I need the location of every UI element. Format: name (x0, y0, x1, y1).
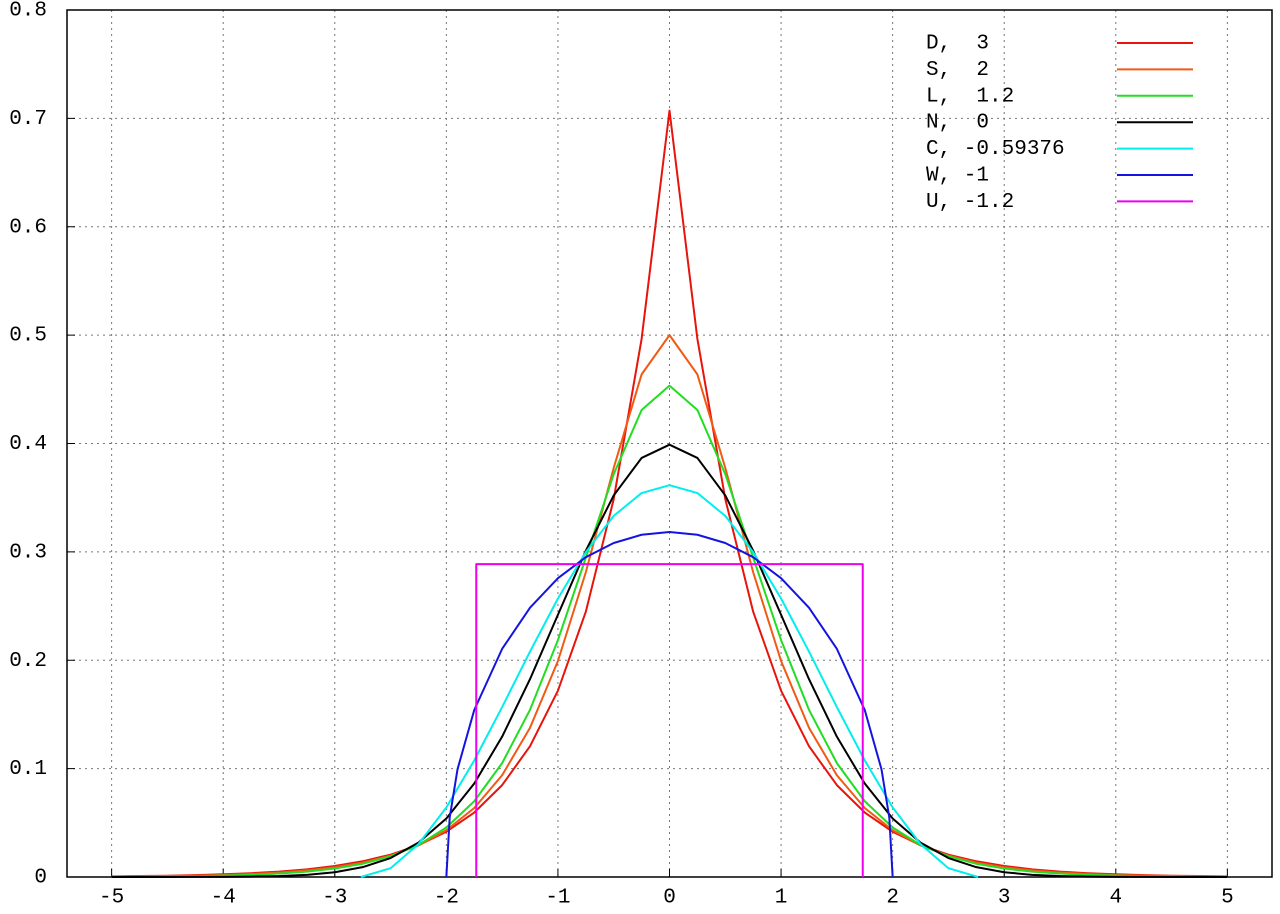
series-line (111, 443, 1228, 878)
y-tick-label: 0.1 (9, 758, 47, 781)
legend-label: L, 1.2 (926, 85, 1014, 108)
x-tick-label: -4 (211, 887, 236, 910)
series-line (111, 334, 1228, 878)
y-tick-label: 0.4 (9, 433, 47, 456)
legend-label: U, -1.2 (926, 191, 1014, 214)
y-tick-label: 0.3 (9, 541, 47, 564)
x-tick-label: -3 (322, 887, 347, 910)
y-tick-label: 0.5 (9, 325, 47, 348)
legend-label: W, -1 (926, 165, 989, 188)
x-tick-label: 0 (663, 887, 676, 910)
x-tick-label: -1 (545, 887, 570, 910)
y-tick-label: 0.2 (9, 650, 47, 673)
plot-frame (66, 9, 1273, 878)
series-line (475, 563, 864, 877)
series-line (111, 384, 1228, 878)
series-line (111, 109, 1228, 878)
y-tick-label: 0 (34, 867, 47, 890)
legend-label: S, 2 (926, 59, 989, 82)
series-line (445, 531, 894, 878)
x-tick-label: -5 (99, 887, 124, 910)
legend-label: C, -0.59376 (926, 138, 1065, 161)
x-tick-label: 4 (1109, 887, 1122, 910)
y-tick-label: 0.8 (9, 0, 47, 23)
x-tick-label: 2 (886, 887, 899, 910)
x-tick-label: -2 (434, 887, 459, 910)
y-tick-label: 0.6 (9, 216, 47, 239)
x-tick-label: 1 (775, 887, 788, 910)
x-tick-label: 3 (998, 887, 1011, 910)
series-line (360, 484, 979, 878)
legend-label: D, 3 (926, 33, 989, 56)
legend-label: N, 0 (926, 112, 989, 135)
y-tick-label: 0.7 (9, 108, 47, 131)
x-tick-label: 5 (1221, 887, 1234, 910)
